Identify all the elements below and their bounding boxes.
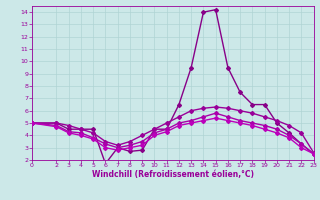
- X-axis label: Windchill (Refroidissement éolien,°C): Windchill (Refroidissement éolien,°C): [92, 170, 254, 179]
